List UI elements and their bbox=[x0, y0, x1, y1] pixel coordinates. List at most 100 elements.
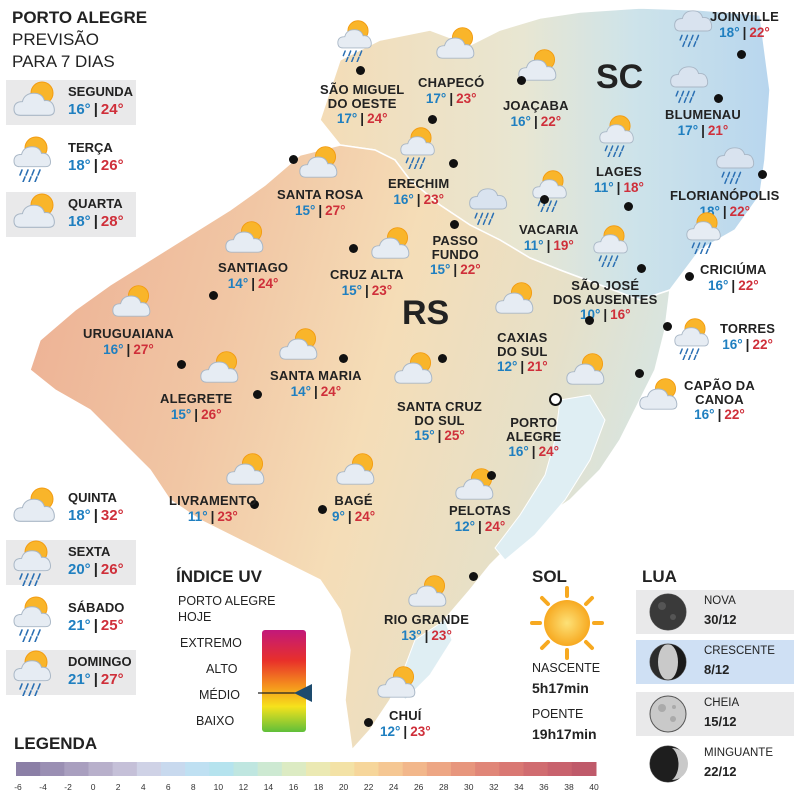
city-label-cruz-alta: CRUZ ALTA 15° | 23° bbox=[330, 268, 404, 298]
partly-cloudy-icon bbox=[374, 663, 422, 707]
legend-tick-label: 6 bbox=[165, 782, 171, 792]
moon-phase-name: MINGUANTE bbox=[704, 747, 773, 759]
city-name-line2: FUNDO bbox=[431, 246, 479, 262]
partly-cloudy-icon bbox=[433, 24, 481, 68]
cloud-rain-icon bbox=[464, 184, 512, 228]
city-label-uruguaiana: URUGUAIANA 16° | 27° bbox=[83, 327, 174, 357]
city-max-temp: 21° bbox=[527, 359, 548, 375]
city-label-lages: LAGES 11° | 18° bbox=[594, 165, 644, 195]
city-name-line2: DOS AUSENTES bbox=[553, 291, 658, 307]
forecast-max-temp: 25° bbox=[100, 617, 124, 634]
forecast-min-temp: 20° bbox=[68, 561, 91, 578]
city-max-temp: 19° bbox=[553, 237, 574, 253]
partly-cloudy-icon bbox=[368, 224, 416, 268]
city-min-temp: 11° bbox=[523, 237, 544, 253]
city-temps: 11° | 23° bbox=[187, 508, 238, 524]
legend-swatch bbox=[426, 762, 452, 776]
city-name: CAPÃO DA bbox=[684, 378, 755, 393]
city-max-temp: 23° bbox=[456, 90, 477, 106]
legend-tick-label: -4 bbox=[39, 782, 47, 792]
city-min-temp: 14° bbox=[227, 275, 249, 291]
city-label-santa-rosa: SANTA ROSA 15° | 27° bbox=[277, 188, 364, 218]
city-max-temp: 22° bbox=[738, 277, 759, 293]
city-temps: 15° | 23° bbox=[341, 282, 393, 298]
sun-cloud-rain-icon bbox=[12, 538, 60, 587]
city-label-chui: CHUÍ 12° | 23° bbox=[380, 709, 431, 739]
forecast-max-temp: 26° bbox=[100, 157, 124, 174]
city-max-temp: 23° bbox=[431, 627, 452, 643]
city-label-santa-cruz: SANTA CRUZ DO SUL 15° | 25° bbox=[397, 400, 482, 443]
city-max-temp: 24° bbox=[484, 518, 506, 534]
city-name: BLUMENAU bbox=[665, 107, 741, 122]
legend-tick-label: 20 bbox=[338, 782, 349, 792]
cloud-rain-icon bbox=[665, 62, 713, 106]
forecast-min-temp: 18° bbox=[68, 157, 91, 174]
city-name-line2: CANOA bbox=[695, 391, 744, 407]
city-min-temp: 16° bbox=[393, 191, 414, 207]
city-name: CRUZ ALTA bbox=[330, 267, 404, 282]
legend-tick-label: 0 bbox=[90, 782, 96, 792]
legend-swatch bbox=[112, 762, 138, 776]
legend-tick-label: 24 bbox=[388, 782, 399, 792]
city-max-temp: 22° bbox=[724, 407, 745, 423]
city-name-line2: ALEGRE bbox=[506, 428, 562, 444]
city-name: VACARIA bbox=[519, 222, 579, 237]
city-max-temp: 24° bbox=[354, 508, 376, 524]
city-name: SANTA ROSA bbox=[277, 187, 364, 202]
legend-tick-label: 18 bbox=[313, 782, 324, 792]
city-min-temp: 15° bbox=[170, 406, 192, 422]
sun-cloud-rain-icon bbox=[12, 648, 60, 697]
legend-tick-label: 8 bbox=[190, 782, 196, 792]
legend-swatch bbox=[233, 762, 259, 776]
moon-phase-row: CHEIA 15/12 bbox=[636, 692, 794, 736]
uv-gauge bbox=[262, 630, 306, 732]
city-min-temp: 17° bbox=[677, 122, 699, 138]
city-min-temp: 17° bbox=[336, 111, 358, 127]
sunrise-time: 5h17min bbox=[532, 680, 589, 696]
sunrise-label: NASCENTE bbox=[532, 661, 601, 675]
city-temps: 15° | 26° bbox=[170, 406, 222, 422]
partly-cloudy-icon bbox=[333, 450, 381, 494]
sun-cloud-rain-icon bbox=[596, 113, 644, 158]
moon-phase-name: CHEIA bbox=[704, 697, 740, 709]
forecast-day-temps: 18° | 32° bbox=[68, 507, 124, 524]
city-name: JOAÇABA bbox=[503, 98, 569, 113]
city-min-temp: 15° bbox=[294, 202, 316, 218]
moon-phase-icon bbox=[649, 593, 687, 631]
legend-title: LEGENDA bbox=[14, 734, 98, 753]
city-temps: 16° | 22° bbox=[510, 113, 562, 129]
forecast-day-row: DOMINGO 21° | 27° bbox=[6, 648, 136, 697]
partly-cloudy-icon bbox=[296, 143, 344, 187]
temperature-legend-bar bbox=[16, 762, 597, 776]
city-label-sao-jose: SÃO JOSÉ DOS AUSENTES 10° | 16° bbox=[553, 279, 658, 322]
city-label-alegrete: ALEGRETE 15° | 26° bbox=[160, 392, 232, 422]
forecast-max-temp: 27° bbox=[100, 671, 124, 688]
city-temps: 17° | 23° bbox=[425, 90, 477, 106]
city-min-temp: 9° bbox=[332, 508, 345, 524]
city-marker bbox=[253, 390, 262, 399]
forecast-min-temp: 18° bbox=[68, 213, 91, 230]
forecast-day-name: DOMINGO bbox=[68, 654, 132, 669]
city-label-passo-fundo: PASSO FUNDO 15° | 22° bbox=[430, 234, 481, 277]
city-name: RIO GRANDE bbox=[384, 612, 470, 627]
city-min-temp: 13° bbox=[401, 627, 422, 643]
legend-swatch bbox=[136, 762, 162, 776]
legend-swatch bbox=[475, 762, 500, 776]
city-max-temp: 26° bbox=[201, 406, 222, 422]
moon-phase-name: NOVA bbox=[704, 595, 736, 607]
city-name: CHAPECÓ bbox=[418, 75, 485, 90]
city-label-florianopolis: FLORIANÓPOLIS 18° | 22° bbox=[670, 189, 780, 219]
legend-tick-label: 4 bbox=[140, 782, 146, 792]
city-max-temp: 21° bbox=[707, 122, 729, 138]
moon-phase-date: 15/12 bbox=[704, 714, 737, 729]
city-label-bage: BAGÉ 9° | 24° bbox=[332, 494, 375, 524]
city-min-temp: 15° bbox=[430, 262, 451, 278]
legend-tick-label: -6 bbox=[14, 782, 22, 792]
city-temps: 14° | 24° bbox=[227, 275, 279, 291]
city-label-criciuma: CRICIÚMA 16° | 22° bbox=[700, 263, 767, 293]
city-name: SANTIAGO bbox=[218, 260, 289, 275]
partly-cloudy-icon bbox=[197, 348, 245, 392]
legend-tick-label: -2 bbox=[64, 782, 72, 792]
city-name: LIVRAMENTO bbox=[169, 493, 257, 508]
uv-level-alto: ALTO bbox=[206, 662, 238, 676]
